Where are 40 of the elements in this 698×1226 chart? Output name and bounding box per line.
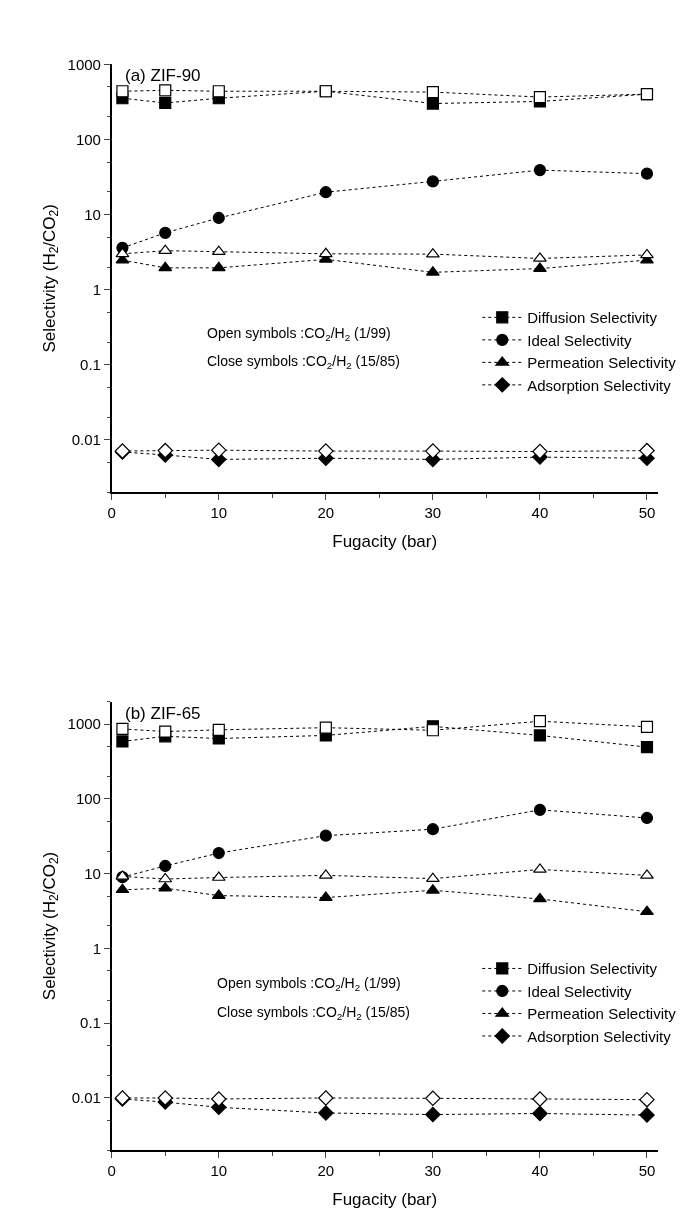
y-tick-label: 100 [75,130,101,148]
x-tick-label: 30 [424,504,442,522]
x-tick-label: 50 [638,504,656,522]
y-tick-label: 1000 [67,715,101,733]
y-tick-label: 1 [92,280,101,298]
legend-label: Ideal Selectivity [527,982,632,1000]
y-tick-label: 1 [92,939,101,957]
y-tick-label: 10 [84,864,101,882]
x-tick-label: 10 [210,504,228,522]
chart-title: (b) ZIF-65 [125,704,201,723]
y-tick-label: 10 [84,205,101,223]
x-tick-label: 20 [317,504,335,522]
x-tick-label: 0 [107,504,116,522]
x-tick-label: 30 [424,1161,442,1179]
y-tick-label: 100 [75,790,101,808]
chart-title: (a) ZIF-90 [125,66,201,85]
legend-label: Diffusion Selectivity [527,309,658,327]
x-axis-title: Fugacity (bar) [332,532,438,552]
annotation: Open symbols :CO$_{2}$/H$_{2}$ (1/99) [217,975,401,993]
y-tick-label: 0.01 [71,1089,101,1107]
y-tick-label: 0.1 [80,1014,101,1032]
y-tick-label: 0.01 [71,431,101,449]
legend-label: Adsorption Selectivity [527,376,672,394]
legend-label: Adsorption Selectivity [527,1027,672,1045]
annotation: Open symbols :CO$_{2}$/H$_{2}$ (1/99) [207,325,391,343]
annotation: Close symbols :CO$_{2}$/H$_{2}$ (15/85) [207,353,400,371]
annotation: Close symbols :CO$_{2}$/H$_{2}$ (15/85) [217,1004,410,1022]
x-tick-label: 20 [317,1161,335,1179]
x-axis-title: Fugacity (bar) [332,1189,438,1209]
x-tick-label: 40 [531,1161,549,1179]
legend-label: Permeation Selectivity [527,1005,677,1023]
legend-label: Permeation Selectivity [527,354,677,372]
x-tick-label: 40 [531,504,549,522]
y-tick-label: 0.1 [80,356,101,374]
legend-label: Diffusion Selectivity [527,960,658,978]
legend-label: Ideal Selectivity [527,331,632,349]
x-tick-label: 50 [638,1161,656,1179]
x-tick-label: 10 [210,1161,228,1179]
y-tick-label: 1000 [67,55,101,73]
x-tick-label: 0 [107,1161,116,1179]
